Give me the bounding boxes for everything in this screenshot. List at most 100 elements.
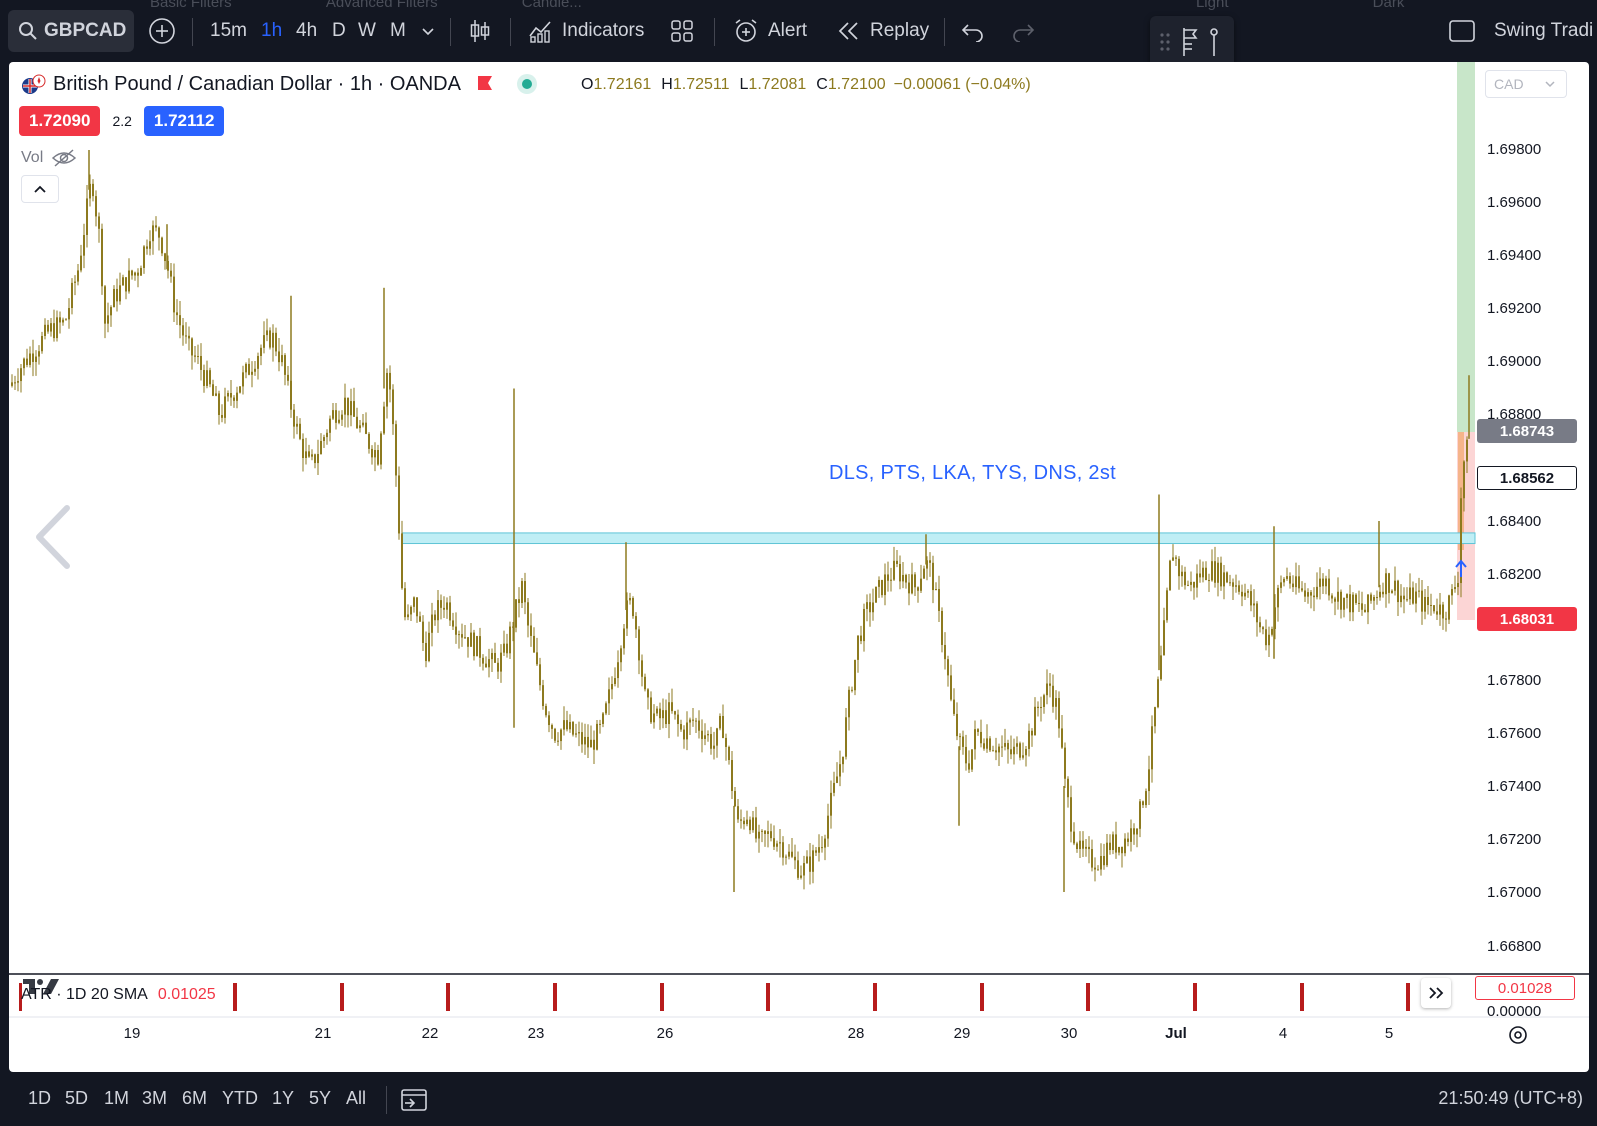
range-3m[interactable]: 3M [142, 1088, 168, 1108]
redo-button[interactable] [1010, 14, 1036, 48]
candle-body [956, 713, 958, 737]
range-1m[interactable]: 1M [104, 1088, 130, 1108]
crosshair-price-marker: 1.68562 [1477, 466, 1577, 490]
alert-button[interactable]: Alert [732, 14, 807, 48]
candle-body [1340, 591, 1342, 610]
candle-body [254, 368, 256, 372]
candle-body [1190, 581, 1192, 585]
flag-tool-icon[interactable] [1183, 28, 1198, 56]
candle-body [740, 819, 742, 821]
range-1y[interactable]: 1Y [272, 1088, 295, 1108]
add-symbol-button[interactable] [148, 14, 176, 48]
candle-body [80, 255, 82, 271]
top-toolbar: Basic Filters Advanced Filters Candle...… [0, 0, 1597, 62]
time-label: 21 [314, 1025, 332, 1042]
range-5y[interactable]: 5Y [309, 1088, 332, 1108]
candle-body [992, 750, 994, 752]
price-label: 1.67200 [1487, 831, 1542, 848]
drag-handle-icon[interactable] [1160, 33, 1170, 51]
candle-body [1373, 597, 1375, 601]
candle-body [68, 308, 70, 320]
candle-body [1238, 585, 1240, 592]
candle-body [287, 374, 289, 381]
candle-body [395, 424, 397, 476]
candle-body [1244, 592, 1246, 597]
buy-price-button[interactable]: 1.72112 [143, 106, 225, 136]
range-ytd[interactable]: YTD [222, 1088, 258, 1108]
candle-body [854, 659, 856, 691]
date-range-icon[interactable] [400, 1086, 428, 1112]
chart-type-button[interactable] [468, 14, 492, 48]
candle-body [893, 560, 895, 580]
candle-body [725, 737, 727, 747]
timeframe-w[interactable]: W [358, 20, 376, 41]
flag-marker-icon[interactable] [475, 74, 495, 94]
expand-pane-button[interactable] [1421, 978, 1451, 1008]
chevron-left-icon[interactable] [31, 502, 75, 572]
layout-name[interactable]: Swing Tradi [1494, 20, 1594, 41]
replay-button[interactable]: Replay [836, 14, 929, 48]
candle-body [1283, 578, 1285, 583]
layouts-button[interactable] [670, 14, 694, 48]
clock[interactable]: 21:50:49 (UTC+8) [1438, 1088, 1583, 1108]
candle-body [347, 397, 349, 416]
currency-selector[interactable]: CAD [1485, 70, 1567, 98]
price-label: 1.67400 [1487, 778, 1542, 795]
price-label: 1.69800 [1487, 141, 1542, 158]
price-chart[interactable] [9, 62, 1589, 1072]
candle-body [551, 725, 553, 729]
candle-body [929, 560, 931, 563]
price-label: 1.67000 [1487, 884, 1542, 901]
candle-body [374, 449, 376, 458]
timeframe-15m[interactable]: 15m [210, 20, 247, 41]
indicators-button[interactable]: Indicators [528, 14, 644, 48]
candle-body [14, 382, 16, 384]
candle-body [524, 581, 526, 603]
candle-body [848, 689, 850, 718]
time-label: 5 [1384, 1025, 1394, 1042]
price-label: 1.68800 [1487, 406, 1542, 423]
symbol-search-button[interactable]: GBPCAD [8, 10, 134, 52]
price-label: 1.69600 [1487, 194, 1542, 211]
candle-body [1118, 846, 1120, 853]
range-6m[interactable]: 6M [182, 1088, 208, 1108]
candle-body [818, 847, 820, 853]
candle-body [1256, 603, 1258, 623]
candle-body [803, 863, 805, 876]
chart-annotation-text[interactable]: DLS, PTS, LKA, TYS, DNS, 2st [829, 462, 1117, 484]
candle-body [578, 732, 580, 734]
timeframe-1h[interactable]: 1h [261, 20, 283, 41]
candle-body [935, 589, 937, 591]
toolbar-divider [510, 18, 511, 46]
candle-body [296, 423, 298, 427]
range-1d[interactable]: 1D [28, 1088, 52, 1108]
timeframe-d[interactable]: D [332, 20, 346, 41]
candle-body [437, 600, 439, 621]
candle-body [59, 317, 61, 323]
candle-body [413, 597, 415, 607]
range-5d[interactable]: 5D [65, 1088, 89, 1108]
fullscreen-button[interactable] [1448, 14, 1476, 48]
candle-body [710, 734, 712, 749]
candle-body [656, 708, 658, 714]
timeframe-dropdown[interactable] [420, 14, 436, 48]
candle-body [143, 246, 145, 268]
chart-pane[interactable]: British Pound / Canadian Dollar · 1h · O… [9, 62, 1589, 1072]
undo-button[interactable] [960, 14, 986, 48]
collapse-legend-button[interactable] [21, 175, 59, 203]
candle-body [47, 324, 49, 332]
pin-tool-icon[interactable] [1210, 28, 1218, 56]
timeframe-m[interactable]: M [390, 20, 406, 41]
range-all[interactable]: All [346, 1088, 367, 1108]
candle-body [338, 419, 340, 423]
candle-body [134, 272, 136, 276]
candle-body [386, 372, 388, 407]
eye-hidden-icon[interactable] [51, 148, 77, 168]
timeframe-4h[interactable]: 4h [296, 20, 318, 41]
candle-body [1247, 591, 1249, 593]
price-scale[interactable]: CAD 1.69800 1.69600 1.69400 1.69200 1.69… [1475, 62, 1589, 977]
sell-price-button[interactable]: 1.72090 [19, 106, 101, 136]
candle-body [1103, 855, 1105, 866]
candle-body [392, 389, 394, 425]
gear-icon[interactable] [1505, 1022, 1531, 1048]
